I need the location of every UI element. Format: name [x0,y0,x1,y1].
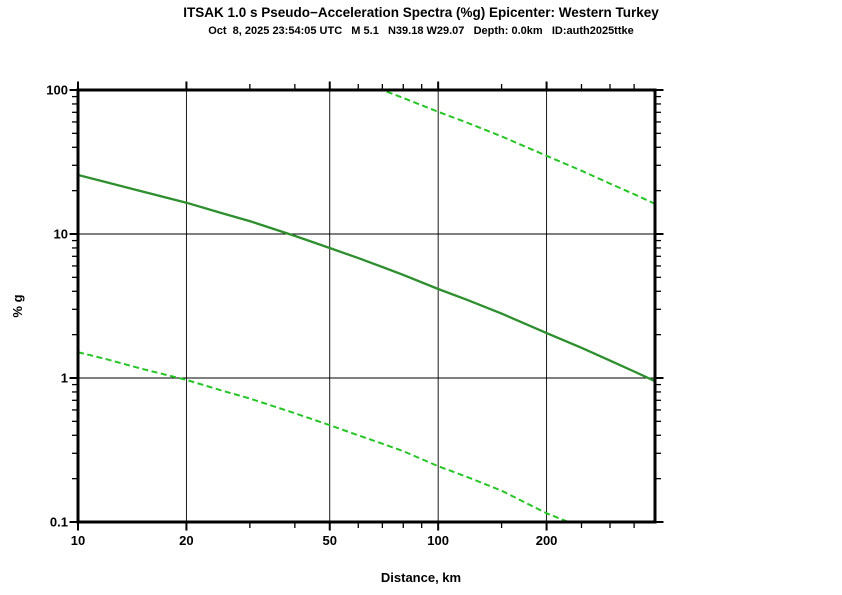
x-tick-label: 10 [71,533,85,548]
x-tick-label: 200 [536,533,558,548]
x-tick-label: 100 [427,533,449,548]
upper-bound-curve [379,90,655,205]
y-tick-label: 0.1 [50,515,68,530]
x-tick-label: 50 [323,533,337,548]
y-tick-label: 1 [61,371,68,386]
lower-bound-curve [78,351,572,522]
chart-title: ITSAK 1.0 s Pseudo−Acceleration Spectra … [183,5,659,20]
plot-frame [76,88,657,524]
x-tick-label: 20 [179,533,193,548]
y-tick-label: 10 [54,227,68,242]
y-axis-label: % g [10,294,25,317]
chart-subtitle: Oct 8, 2025 23:54:05 UTC M 5.1 N39.18 W2… [208,25,634,37]
y-tick-label: 100 [46,83,68,98]
median-prediction-curve [78,173,655,383]
x-axis-label: Distance, km [381,570,461,585]
